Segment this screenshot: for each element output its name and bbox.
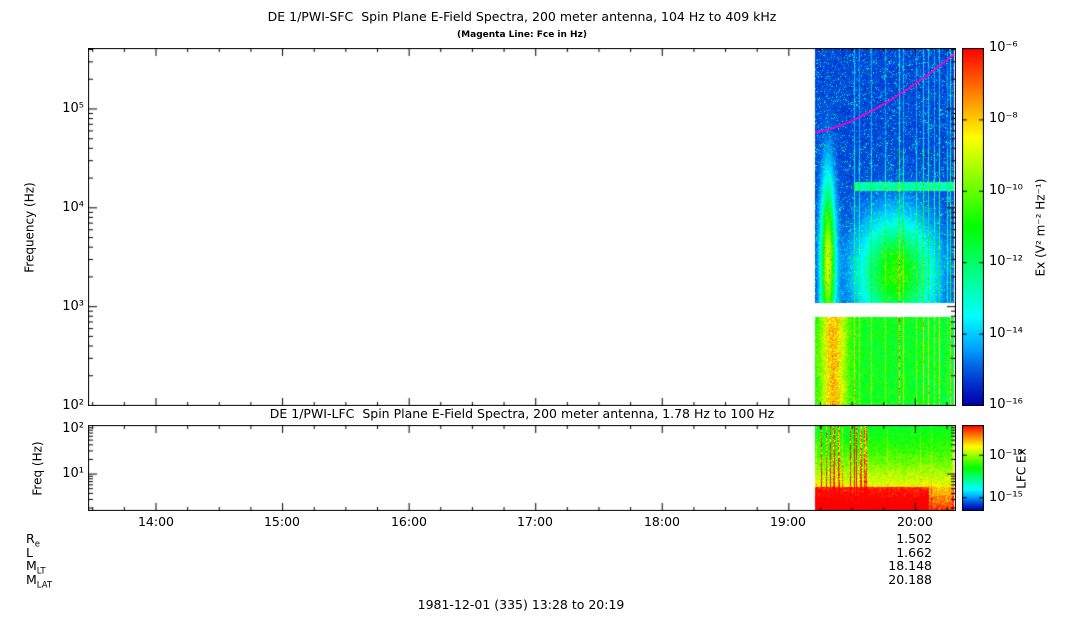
xtick-1400: 14:00 (137, 514, 175, 529)
orbit-mlt-text: M (26, 558, 37, 573)
sfc-spectrogram (88, 48, 956, 406)
sfc-ytick-1e5: 10⁵ (62, 101, 84, 116)
lfc-colorbar (962, 425, 984, 511)
orbit-param-value-mlt: 18.148 (888, 558, 932, 573)
xtick-1800: 18:00 (643, 514, 681, 529)
sfc-cbar-tick-1e-10: 10⁻¹⁰ (989, 183, 1023, 198)
sfc-ytick-1e2: 10² (62, 398, 84, 413)
sfc-colorbar (962, 48, 984, 406)
orbit-re-text: R (26, 531, 35, 546)
orbit-param-value-re: 1.502 (896, 531, 932, 546)
orbit-param-label-re: Re (26, 531, 86, 550)
sfc-cbar-tick-1e-8: 10⁻⁸ (989, 111, 1018, 126)
orbit-l-text: L (26, 545, 33, 560)
xtick-1500: 15:00 (263, 514, 301, 529)
orbit-param-value-mlat: 20.188 (888, 572, 932, 587)
sfc-cbar-tick-1e-14: 10⁻¹⁴ (989, 326, 1023, 341)
orbit-param-label-l: L (26, 545, 86, 560)
sfc-cbar-tick-1e-6: 10⁻⁶ (989, 40, 1018, 55)
orbit-re-sub: e (34, 539, 40, 550)
date-range-footer: 1981-12-01 (335) 13:28 to 20:19 (417, 597, 625, 612)
sfc-ytick-1e3: 10³ (62, 299, 84, 314)
lfc-ytick-1e2: 10² (62, 421, 84, 436)
orbit-param-label-mlt: MLT (26, 558, 86, 577)
orbit-mlat-text: M (26, 572, 37, 587)
xtick-2000: 20:00 (896, 514, 934, 529)
sfc-colorbar-label: Ex (V² m⁻² Hz⁻¹) (1033, 178, 1048, 277)
lfc-plot-title: DE 1/PWI-LFC Spin Plane E-Field Spectra,… (269, 406, 775, 421)
orbit-mlt-sub: LT (36, 566, 46, 577)
sfc-cbar-tick-1e-16: 10⁻¹⁶ (989, 397, 1023, 412)
lfc-colorbar-label: LFC Ex (1014, 448, 1029, 489)
sfc-plot-subtitle: (Magenta Line: Fce in Hz) (457, 30, 587, 40)
lfc-cbar-tick-1e-10: 10⁻¹⁰ (989, 448, 1023, 463)
sfc-plot-title: DE 1/PWI-SFC Spin Plane E-Field Spectra,… (267, 9, 777, 24)
lfc-ytick-1e1: 10¹ (62, 466, 84, 481)
sfc-cbar-tick-1e-12: 10⁻¹² (989, 254, 1023, 269)
orbit-param-value-l: 1.662 (896, 545, 932, 560)
lfc-spectrogram (88, 425, 956, 511)
xtick-1600: 16:00 (390, 514, 428, 529)
lfc-cbar-tick-1e-15: 10⁻¹⁵ (989, 490, 1023, 505)
xtick-1900: 19:00 (769, 514, 807, 529)
orbit-param-label-mlat: MLAT (26, 572, 86, 591)
xtick-1700: 17:00 (516, 514, 554, 529)
sfc-y-axis-label: Frequency (Hz) (22, 182, 37, 273)
orbit-mlat-sub: LAT (36, 580, 53, 591)
sfc-ytick-1e4: 10⁴ (62, 200, 84, 215)
